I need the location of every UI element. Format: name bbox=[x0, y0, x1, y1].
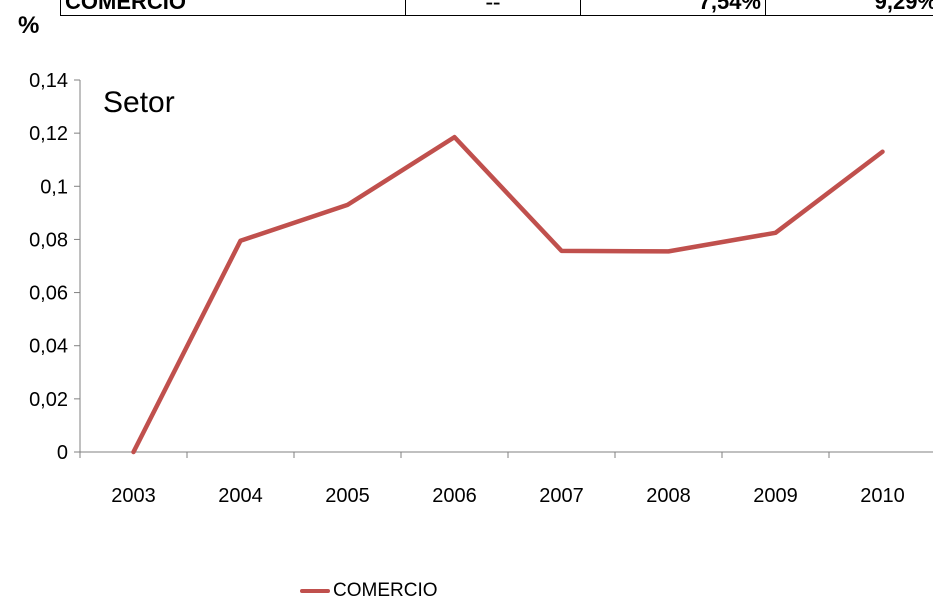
series-line-comercio bbox=[131, 134, 885, 455]
table-cell-col2: -- bbox=[406, 0, 581, 15]
x-tick-label: 2009 bbox=[753, 485, 798, 507]
legend-label-comercio: COMERCIO bbox=[333, 580, 438, 601]
legend-swatch-comercio bbox=[300, 589, 330, 593]
table-cell-sector: COMERCIO bbox=[61, 0, 406, 15]
table-cell-col4: 9,29% bbox=[874, 0, 933, 14]
unit-label: % bbox=[18, 12, 40, 39]
y-tick-label: 0,06 bbox=[29, 283, 68, 305]
summary-table-row: COMERCIO -- 7,54% 9,29% bbox=[60, 0, 933, 16]
x-tick-label: 2003 bbox=[111, 485, 156, 507]
chart-title: Setor bbox=[103, 86, 175, 119]
y-tick-label: 0 bbox=[57, 442, 68, 464]
y-tick-label: 0,04 bbox=[29, 336, 68, 358]
x-tick-label: 2005 bbox=[325, 485, 370, 507]
x-tick-label: 2010 bbox=[860, 485, 905, 507]
x-tick-label: 2008 bbox=[646, 485, 691, 507]
x-tick-label: 2007 bbox=[539, 485, 584, 507]
x-tick-label: 2006 bbox=[432, 485, 477, 507]
y-tick-label: 0,1 bbox=[40, 176, 68, 198]
legend: COMERCIO bbox=[300, 580, 438, 602]
table-cell-col3: 7,54% bbox=[581, 0, 766, 15]
x-tick-label: 2004 bbox=[218, 485, 263, 507]
y-tick-label: 0,02 bbox=[29, 389, 68, 411]
y-tick-label: 0,12 bbox=[29, 123, 68, 145]
y-tick-label: 0,14 bbox=[29, 70, 68, 92]
y-tick-label: 0,08 bbox=[29, 229, 68, 251]
